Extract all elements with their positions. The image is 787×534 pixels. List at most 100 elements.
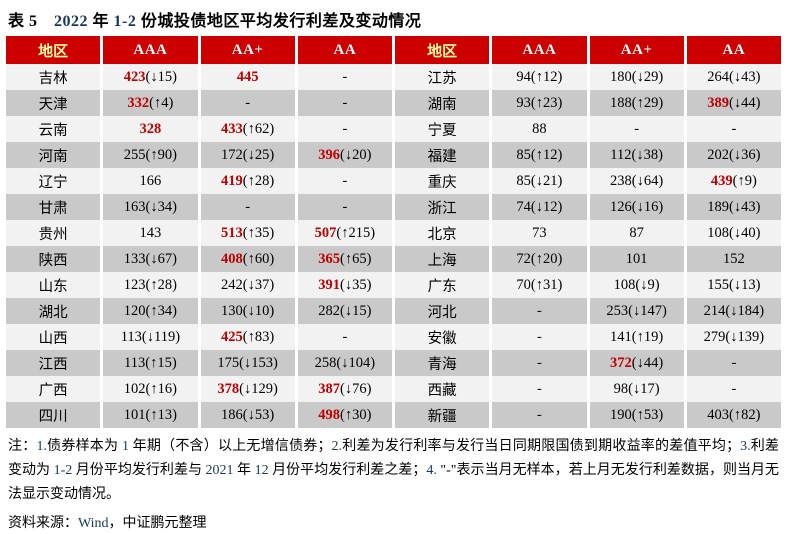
spread-change: (↓129) <box>239 380 278 397</box>
spread-change: (↑35) <box>242 224 275 241</box>
spread-value-cell: 425(↑83) <box>200 324 295 350</box>
spread-value: 282 <box>318 302 341 319</box>
spread-value: 445 <box>236 68 259 85</box>
spread-value-cell: 74(↓12) <box>492 194 587 220</box>
spread-value: - <box>342 68 348 85</box>
spread-value-cell: 93(↑23) <box>492 90 587 116</box>
spread-value-cell: 389(↓44) <box>686 90 781 116</box>
spread-value-cell: - <box>492 376 587 402</box>
spread-value-cell: 85(↑12) <box>492 142 587 168</box>
spread-value-cell: 163(↓34) <box>103 194 198 220</box>
region-cell: 青海 <box>395 350 490 376</box>
spread-change: (↑28) <box>242 172 275 189</box>
spread-value: 396 <box>318 146 341 163</box>
spread-value-cell: - <box>686 116 781 142</box>
spread-change: (↓147) <box>628 302 667 319</box>
number-text: 1. <box>36 439 47 454</box>
spread-value-cell: 328 <box>103 116 198 142</box>
spread-value: 253 <box>606 302 629 319</box>
spread-change: (↑65) <box>340 250 372 267</box>
spread-value-cell: 101(↑13) <box>103 402 198 428</box>
number-text: 2022 <box>54 13 89 30</box>
spread-value: - <box>536 328 542 345</box>
spread-value-cell: - <box>686 376 781 402</box>
spread-value: 98 <box>613 380 629 397</box>
spread-value: - <box>536 380 542 397</box>
table-row: 陕西 133(↓67) 408(↑60) 365(↑65) 上海 72(↑20) 101 15… <box>6 246 781 272</box>
spread-value-cell: 282(↓15) <box>297 298 392 324</box>
spread-value-cell: - <box>492 324 587 350</box>
spread-value-cell: 113(↑15) <box>103 350 198 376</box>
spread-change: (↓20) <box>340 146 372 163</box>
spread-change: (↓9) <box>635 276 660 293</box>
number-text: 4. <box>426 463 441 478</box>
spread-value-cell: 113(↓119) <box>103 324 198 350</box>
spread-change: (↑15) <box>145 354 177 371</box>
spread-value-cell: - <box>200 90 295 116</box>
spread-change: (↓76) <box>340 380 372 397</box>
spread-value: 108 <box>707 224 730 241</box>
spread-change: (↓12) <box>530 198 563 215</box>
spread-change: (↓36) <box>729 146 761 163</box>
spread-value-cell: 419(↑28) <box>200 168 295 194</box>
spread-value-cell: 439(↑9) <box>686 168 781 194</box>
spread-value-cell: 130(↓10) <box>200 298 295 324</box>
spread-value-cell: 87 <box>589 220 684 246</box>
spread-value-cell: 112(↓38) <box>589 142 684 168</box>
spread-change: (↑60) <box>242 250 275 267</box>
table-row: 广西 102(↑16) 378(↓129) 387(↓76) 西藏 -98(↓17) - <box>6 376 781 402</box>
spread-value: 328 <box>139 120 162 137</box>
region-cell: 西藏 <box>395 376 490 402</box>
spread-value: 163 <box>123 198 146 215</box>
spread-value-cell: 175(↓153) <box>200 350 295 376</box>
number-text: 2021 <box>205 463 234 478</box>
region-cell: 福建 <box>395 142 490 168</box>
spread-value-cell: - <box>297 90 392 116</box>
number-text: 1-2 <box>113 13 137 30</box>
spread-value: 189 <box>707 198 730 215</box>
spread-change: (↑12) <box>530 68 563 85</box>
spread-change: (↓64) <box>631 172 664 189</box>
spread-value-cell: 365(↑65) <box>297 246 392 272</box>
spread-change: (↓44) <box>631 354 664 371</box>
region-cell: 云南 <box>6 116 101 142</box>
spread-value-cell: 190(↑53) <box>589 402 684 428</box>
spread-value: - <box>245 198 251 215</box>
table-row: 江西 113(↑15) 175(↓153) 258(↓104) 青海 -372(↓44) - <box>6 350 781 376</box>
table-row: 四川 101(↑13) 186(↓53) 498(↑30) 新疆 -190(↑53) 403… <box>6 402 781 428</box>
spread-value: - <box>731 380 737 397</box>
spread-change: (↑53) <box>631 406 664 423</box>
number-text: 3. <box>740 439 751 454</box>
spread-value: 279 <box>703 328 726 345</box>
column-header-rating: AAA <box>103 36 198 64</box>
spread-change: (↓35) <box>340 276 372 293</box>
spread-value: 130 <box>221 302 243 319</box>
spread-value: - <box>342 120 348 137</box>
spread-change: (↓10) <box>242 302 275 319</box>
spread-value-cell: 423(↓15) <box>103 64 198 90</box>
spread-value-cell: 498(↑30) <box>297 402 392 428</box>
spread-value-cell: 141(↑19) <box>589 324 684 350</box>
spread-value: 264 <box>707 68 730 85</box>
region-cell: 江苏 <box>395 64 490 90</box>
number-text: 1-2 <box>53 463 73 478</box>
spread-value-cell: 73 <box>492 220 587 246</box>
spread-value: 112 <box>610 146 632 163</box>
spread-value: - <box>536 406 542 423</box>
spread-change: (↓53) <box>242 406 275 423</box>
table-footnote: 注：1.债券样本为 1 年期（不含）以上无增信债券；2.利差为发行利率与发行当日… <box>8 435 779 507</box>
spread-change: (↓184) <box>725 302 765 319</box>
spread-value-cell: 155(↓13) <box>686 272 781 298</box>
spread-value: 389 <box>707 94 730 111</box>
table-header-row: 地区 AAA AA+ AA 地区 AAA AA+ AA <box>6 36 781 64</box>
spread-value: - <box>342 328 348 345</box>
spread-change: (↑30) <box>340 406 372 423</box>
spread-value-cell: 152 <box>686 246 781 272</box>
spread-value: 258 <box>314 354 337 371</box>
spread-value: 378 <box>217 380 240 397</box>
spread-value-cell: 108(↓40) <box>686 220 781 246</box>
data-source-line: 资料来源：Wind，中证鹏元整理 <box>8 514 779 534</box>
spread-change: (↑83) <box>242 328 275 345</box>
spread-value: 72 <box>516 250 531 267</box>
spread-value-cell: 403(↑82) <box>686 402 781 428</box>
